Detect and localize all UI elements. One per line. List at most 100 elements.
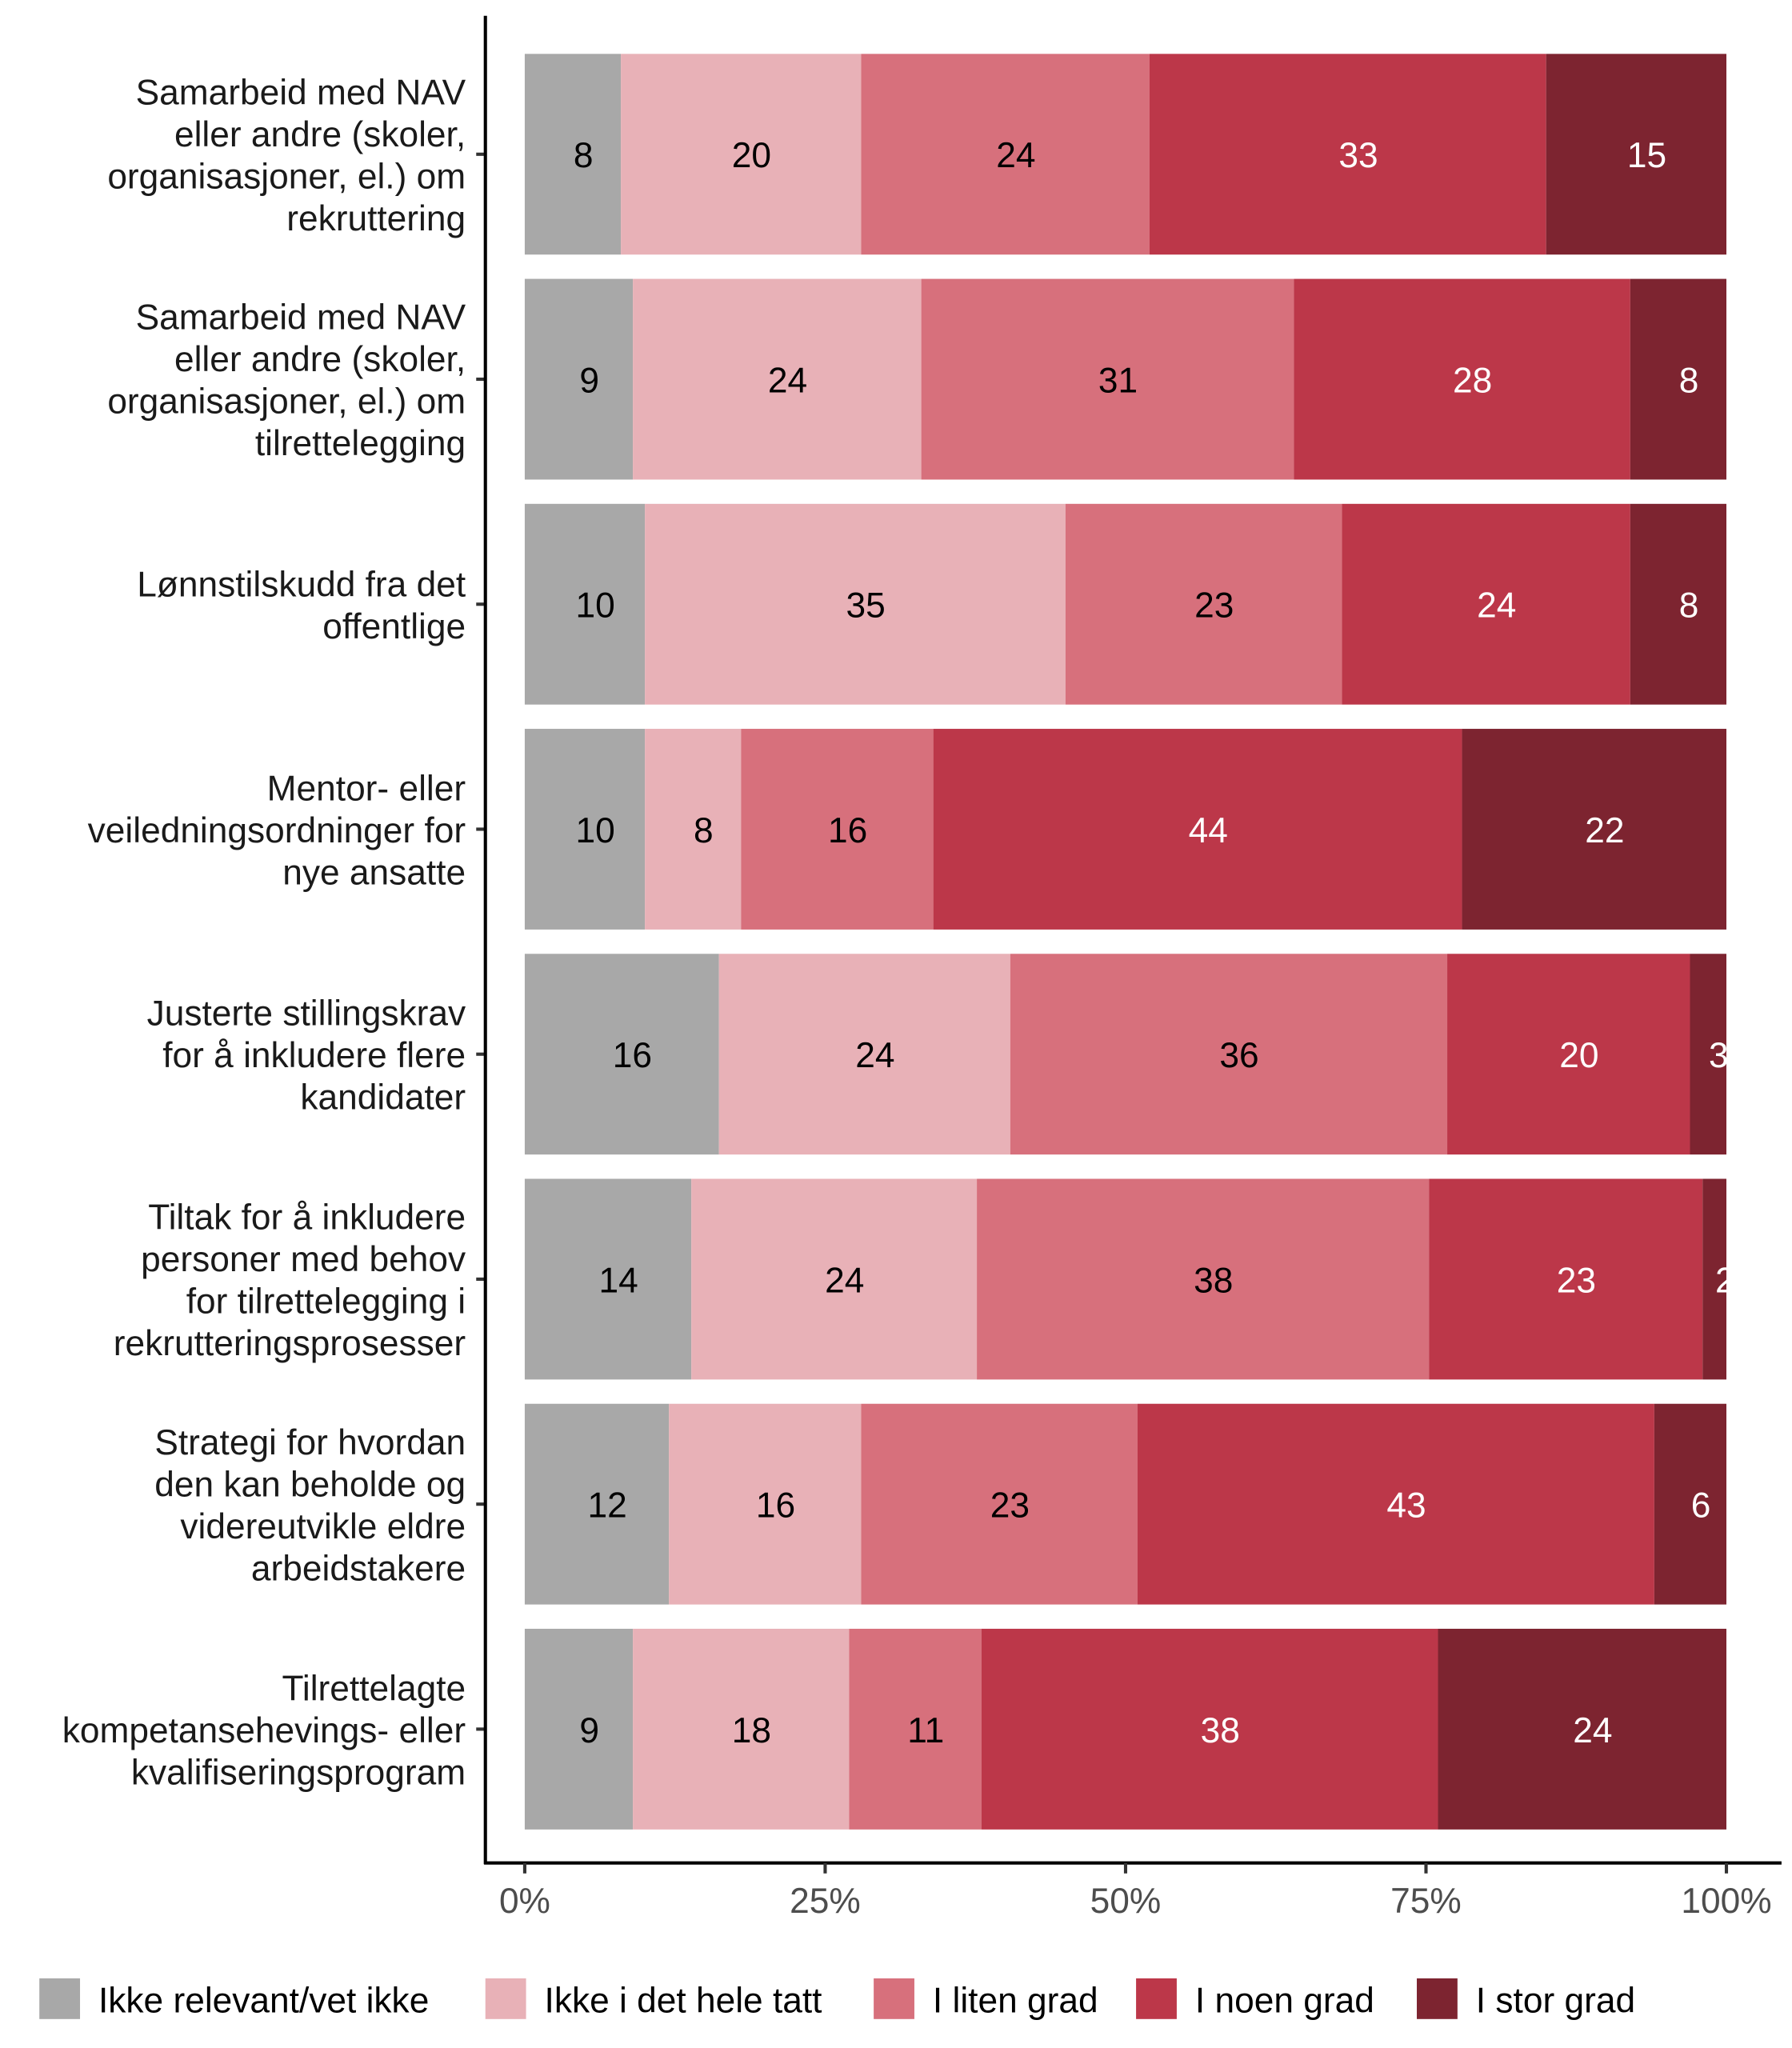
y-tick-label: Tilrettelagte — [282, 1669, 466, 1708]
bar-segment — [645, 503, 1066, 705]
bar-segment — [861, 54, 1150, 255]
y-tick-label: offentlige — [322, 607, 466, 646]
bar-segment — [1447, 954, 1690, 1155]
bar-segment — [741, 729, 934, 930]
data-label: 24 — [855, 1036, 894, 1075]
data-label: 38 — [1194, 1261, 1233, 1300]
y-tick-label: Samarbeid med NAV — [136, 298, 466, 338]
y-tick-label: den kan beholde og — [154, 1465, 466, 1504]
bar-segment — [1342, 503, 1630, 705]
legend-label: Ikke i det hele tatt — [545, 1982, 822, 2021]
bar-segment — [861, 1403, 1138, 1605]
bar-segment — [524, 954, 719, 1155]
bar-segment — [691, 1178, 978, 1380]
y-tick-label: videreutvikle eldre — [180, 1507, 466, 1546]
bar-segment — [1702, 1178, 1727, 1380]
y-tick-label: organisasjoner, el.) om — [107, 382, 466, 422]
x-tick-label: 50% — [1090, 1882, 1162, 1921]
data-label: 16 — [613, 1036, 652, 1075]
bar-segment — [1150, 54, 1546, 255]
y-tick-label: Mentor- eller — [267, 769, 466, 808]
bar-segment — [1462, 729, 1727, 930]
bar-segment — [524, 503, 646, 705]
bar-segment — [921, 278, 1294, 480]
y-tick-label: kompetansehevings- eller — [62, 1711, 466, 1750]
data-label: 20 — [732, 136, 771, 175]
data-label: 22 — [1585, 811, 1624, 850]
bar-segment — [1654, 1403, 1727, 1605]
bar-segment — [645, 729, 742, 930]
legend-label: I noen grad — [1195, 1982, 1374, 2021]
bar-segment — [621, 54, 862, 255]
y-tick-label: nye ansatte — [282, 853, 466, 892]
bar-segment — [524, 729, 646, 930]
data-label: 10 — [576, 811, 615, 850]
data-label: 12 — [588, 1486, 627, 1526]
data-label: 31 — [1098, 361, 1138, 400]
y-tick-label: for å inkludere flere — [162, 1036, 466, 1075]
bar-segment — [524, 1178, 692, 1380]
bar-segment — [633, 278, 922, 480]
y-tick-label: kandidater — [300, 1078, 466, 1118]
data-label: 43 — [1386, 1486, 1426, 1526]
x-tick-label: 100% — [1681, 1882, 1771, 1921]
x-tick-label: 0% — [499, 1882, 550, 1921]
data-label: 15 — [1627, 136, 1666, 175]
bar-segment — [1690, 954, 1727, 1155]
bar-segment — [1438, 1628, 1727, 1830]
data-label: 35 — [846, 586, 885, 626]
data-label: 9 — [579, 1711, 599, 1750]
legend-swatch — [1136, 1978, 1177, 2019]
data-label: 33 — [1338, 136, 1378, 175]
bar-segment — [524, 54, 622, 255]
data-label: 24 — [1573, 1711, 1612, 1750]
y-tick-label: rekrutteringsprosesser — [114, 1324, 466, 1363]
y-tick-label: organisasjoner, el.) om — [107, 157, 466, 196]
y-tick-label: personer med behov — [141, 1240, 466, 1279]
bar-segment — [1065, 503, 1342, 705]
data-label: 16 — [756, 1486, 795, 1526]
bar-segment — [524, 278, 634, 480]
data-label: 24 — [825, 1261, 864, 1300]
legend-swatch — [485, 1978, 526, 2019]
data-label: 18 — [732, 1711, 771, 1750]
data-label: 14 — [599, 1261, 638, 1300]
y-tick-label: eller andre (skoler, — [174, 115, 466, 154]
bar-segment — [1010, 954, 1448, 1155]
legend-swatch — [1417, 1978, 1458, 2019]
y-tick-label: Samarbeid med NAV — [136, 73, 466, 112]
bar-segment — [1630, 278, 1727, 480]
bar-segment — [849, 1628, 982, 1830]
data-label: 6 — [1691, 1486, 1711, 1526]
data-label: 3 — [1709, 1036, 1729, 1075]
bar-segment — [1546, 54, 1727, 255]
y-tick-label: Lønnstilskudd fra det — [137, 565, 466, 604]
data-label: 9 — [579, 361, 599, 400]
data-label: 36 — [1219, 1036, 1258, 1075]
y-tick-label: Justerte stillingskrav — [147, 994, 466, 1034]
y-tick-label: kvalifiseringsprogram — [131, 1753, 466, 1792]
legend-label: Ikke relevant/vet ikke — [98, 1982, 429, 2021]
legend-swatch — [874, 1978, 914, 2019]
data-label: 28 — [1453, 361, 1492, 400]
y-tick-label: Tiltak for å inkludere — [148, 1198, 466, 1238]
bar-segment — [524, 1628, 634, 1830]
data-label: 8 — [574, 136, 594, 175]
y-tick-label: eller andre (skoler, — [174, 340, 466, 379]
bar-segment — [1630, 503, 1727, 705]
y-tick-label: for tilrettelegging i — [186, 1282, 466, 1322]
x-tick-label: 25% — [790, 1882, 861, 1921]
bar-segment — [933, 729, 1462, 930]
data-label: 24 — [768, 361, 807, 400]
legend-swatch — [39, 1978, 81, 2019]
data-label: 20 — [1559, 1036, 1598, 1075]
bar-segment — [524, 1403, 670, 1605]
data-label: 23 — [1194, 586, 1234, 626]
data-label: 8 — [694, 811, 714, 850]
bar-segment — [981, 1628, 1438, 1830]
data-label: 24 — [996, 136, 1035, 175]
legend-label: I stor grad — [1476, 1982, 1635, 2021]
data-label: 24 — [1477, 586, 1516, 626]
data-label: 11 — [907, 1711, 944, 1750]
